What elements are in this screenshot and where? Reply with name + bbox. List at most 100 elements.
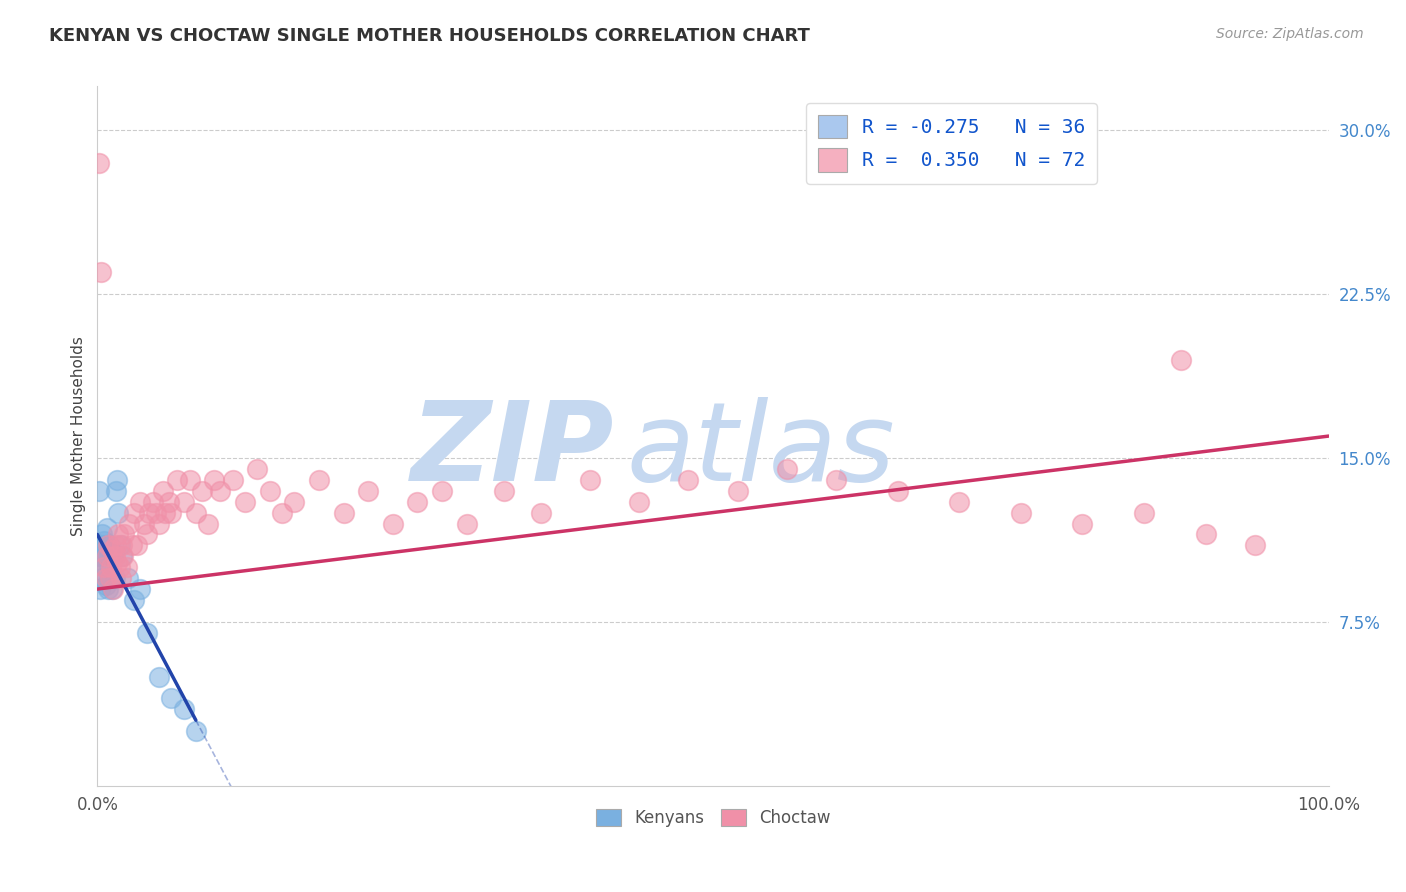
Point [90,265,112,279]
Point [100,560,122,574]
Point [1133,506,1156,520]
Text: atlas: atlas [627,397,896,504]
Point [148,669,170,683]
Point [101,582,124,596]
Point [271,506,294,520]
Point [118,516,141,531]
Point [381,516,404,531]
Point [94,538,117,552]
Point [153,506,176,520]
Point [678,473,700,487]
Point [97,538,120,552]
Point [103,549,125,564]
Point [104,483,127,498]
Point [124,506,146,520]
Point [628,494,651,508]
Point [104,538,127,552]
Point [89,538,111,552]
Point [110,571,132,585]
Point [108,560,131,574]
Point [105,556,128,570]
Point [93,533,115,548]
Point [91,571,114,585]
Point [332,506,354,520]
Point [107,506,129,520]
Point [115,560,138,574]
Text: Source: ZipAtlas.com: Source: ZipAtlas.com [1216,27,1364,41]
Point [104,549,127,564]
Point [246,462,269,476]
Point [90,527,112,541]
Point [157,494,180,508]
Point [94,571,117,585]
Point [135,527,157,541]
Point [98,538,121,552]
Point [135,625,157,640]
Point [1243,538,1265,552]
Point [776,462,799,476]
Text: KENYAN VS CHOCTAW SINGLE MOTHER HOUSEHOLDS CORRELATION CHART: KENYAN VS CHOCTAW SINGLE MOTHER HOUSEHOL… [49,27,810,45]
Point [89,582,111,596]
Point [727,483,749,498]
Point [173,702,195,716]
Point [104,571,127,585]
Point [129,494,152,508]
Point [1170,352,1192,367]
Point [825,473,848,487]
Point [138,506,160,520]
Point [90,549,112,564]
Point [97,582,120,596]
Point [1194,527,1216,541]
Point [1010,506,1032,520]
Point [125,538,148,552]
Point [184,506,207,520]
Point [94,577,117,591]
Point [184,724,207,739]
Point [202,473,225,487]
Point [96,549,118,564]
Point [492,483,515,498]
Point [111,549,134,564]
Point [148,516,170,531]
Point [209,483,232,498]
Point [87,156,110,170]
Point [121,538,143,552]
Point [89,483,111,498]
Point [103,582,125,596]
Point [91,542,114,557]
Point [530,506,553,520]
Point [283,494,305,508]
Point [112,549,135,564]
Point [100,542,122,557]
Point [1071,516,1094,531]
Point [124,593,146,607]
Text: ZIP: ZIP [411,397,614,504]
Point [948,494,970,508]
Point [259,483,281,498]
Point [579,473,602,487]
Point [108,538,131,552]
Point [173,494,195,508]
Point [145,506,167,520]
Point [357,483,380,498]
Point [96,549,118,564]
Point [98,571,121,585]
Point [97,556,120,570]
Point [222,473,245,487]
Point [96,521,118,535]
Point [160,506,183,520]
Point [308,473,330,487]
Point [197,516,219,531]
Y-axis label: Single Mother Households: Single Mother Households [72,336,86,536]
Point [117,571,139,585]
Point [101,542,124,557]
Point [406,494,429,508]
Point [107,527,129,541]
Point [160,691,183,706]
Point [166,473,188,487]
Point [105,473,128,487]
Legend: Kenyans, Choctaw: Kenyans, Choctaw [589,802,837,833]
Point [152,483,174,498]
Point [456,516,478,531]
Point [430,483,453,498]
